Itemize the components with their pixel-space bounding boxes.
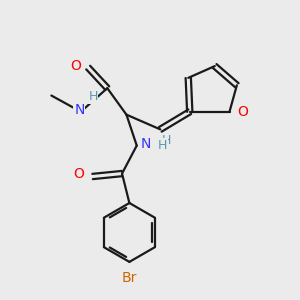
Text: Br: Br xyxy=(122,271,137,285)
Text: H: H xyxy=(88,90,98,103)
Text: H: H xyxy=(158,139,167,152)
Text: O: O xyxy=(74,167,84,181)
Text: O: O xyxy=(238,105,249,119)
Text: O: O xyxy=(70,59,81,73)
Text: H: H xyxy=(162,134,172,147)
Text: N: N xyxy=(74,103,85,117)
Text: N: N xyxy=(141,137,152,151)
